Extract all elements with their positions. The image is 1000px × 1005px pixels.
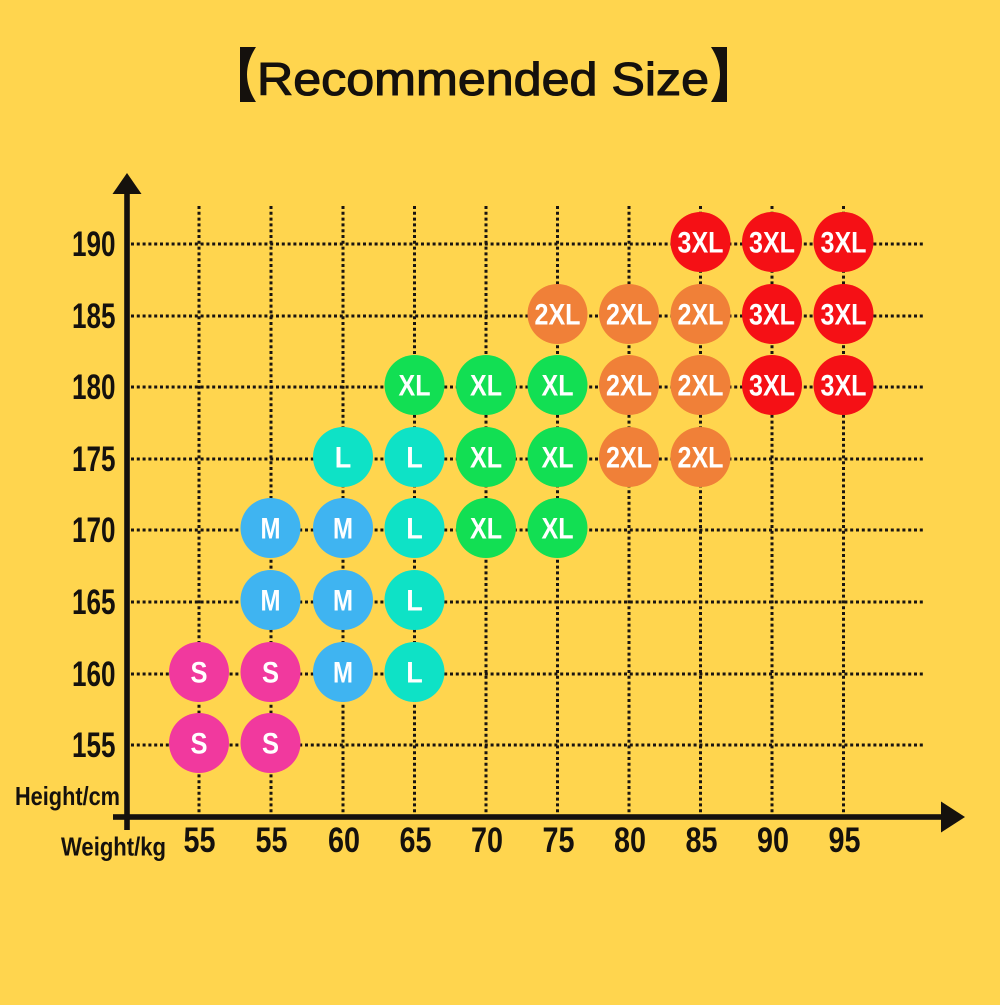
svg-text:85: 85 [686, 821, 718, 860]
svg-text:95: 95 [829, 821, 861, 860]
svg-text:Weight/kg: Weight/kg [61, 832, 166, 862]
svg-text:2XL: 2XL [606, 299, 652, 332]
svg-text:L: L [335, 442, 352, 475]
svg-text:XL: XL [542, 513, 574, 546]
svg-text:2XL: 2XL [678, 370, 724, 403]
svg-text:Recommended Size: Recommended Size [257, 53, 709, 105]
svg-text:L: L [406, 513, 423, 546]
svg-text:Height/cm: Height/cm [15, 781, 120, 811]
svg-text:170: 170 [72, 511, 116, 550]
svg-text:XL: XL [399, 370, 431, 403]
svg-text:XL: XL [470, 513, 502, 546]
svg-text:2XL: 2XL [606, 442, 652, 475]
svg-text:S: S [262, 728, 279, 761]
svg-text:165: 165 [72, 583, 116, 622]
svg-text:XL: XL [542, 442, 574, 475]
svg-text:70: 70 [471, 821, 503, 860]
svg-text:XL: XL [470, 442, 502, 475]
svg-text:3XL: 3XL [749, 227, 795, 260]
svg-text:L: L [406, 585, 423, 618]
svg-text:185: 185 [72, 297, 116, 336]
svg-text:3XL: 3XL [749, 299, 795, 332]
svg-text:80: 80 [614, 821, 646, 860]
svg-text:3XL: 3XL [821, 370, 867, 403]
svg-text:S: S [191, 657, 208, 690]
svg-text:2XL: 2XL [678, 299, 724, 332]
svg-text:75: 75 [543, 821, 575, 860]
svg-text:M: M [333, 513, 353, 546]
svg-text:M: M [261, 513, 281, 546]
svg-text:2XL: 2XL [606, 370, 652, 403]
svg-text:3XL: 3XL [678, 227, 724, 260]
svg-text:XL: XL [542, 370, 574, 403]
svg-text:55: 55 [184, 821, 216, 860]
svg-text:M: M [333, 657, 353, 690]
svg-text:3XL: 3XL [749, 370, 795, 403]
svg-text:175: 175 [72, 440, 116, 479]
svg-text:160: 160 [72, 655, 116, 694]
svg-text:M: M [261, 585, 281, 618]
svg-text:M: M [333, 585, 353, 618]
svg-text:90: 90 [757, 821, 789, 860]
svg-text:180: 180 [72, 368, 116, 407]
svg-text:2XL: 2XL [678, 442, 724, 475]
svg-text:55: 55 [256, 821, 288, 860]
svg-text:65: 65 [400, 821, 432, 860]
svg-text:190: 190 [72, 225, 116, 264]
svg-text:S: S [262, 657, 279, 690]
svg-text:L: L [406, 657, 423, 690]
svg-text:3XL: 3XL [821, 227, 867, 260]
svg-text:S: S [191, 728, 208, 761]
svg-text:XL: XL [470, 370, 502, 403]
svg-text:3XL: 3XL [821, 299, 867, 332]
svg-text:155: 155 [72, 726, 116, 765]
svg-text:L: L [406, 442, 423, 475]
svg-text:2XL: 2XL [535, 299, 581, 332]
svg-text:60: 60 [328, 821, 360, 860]
